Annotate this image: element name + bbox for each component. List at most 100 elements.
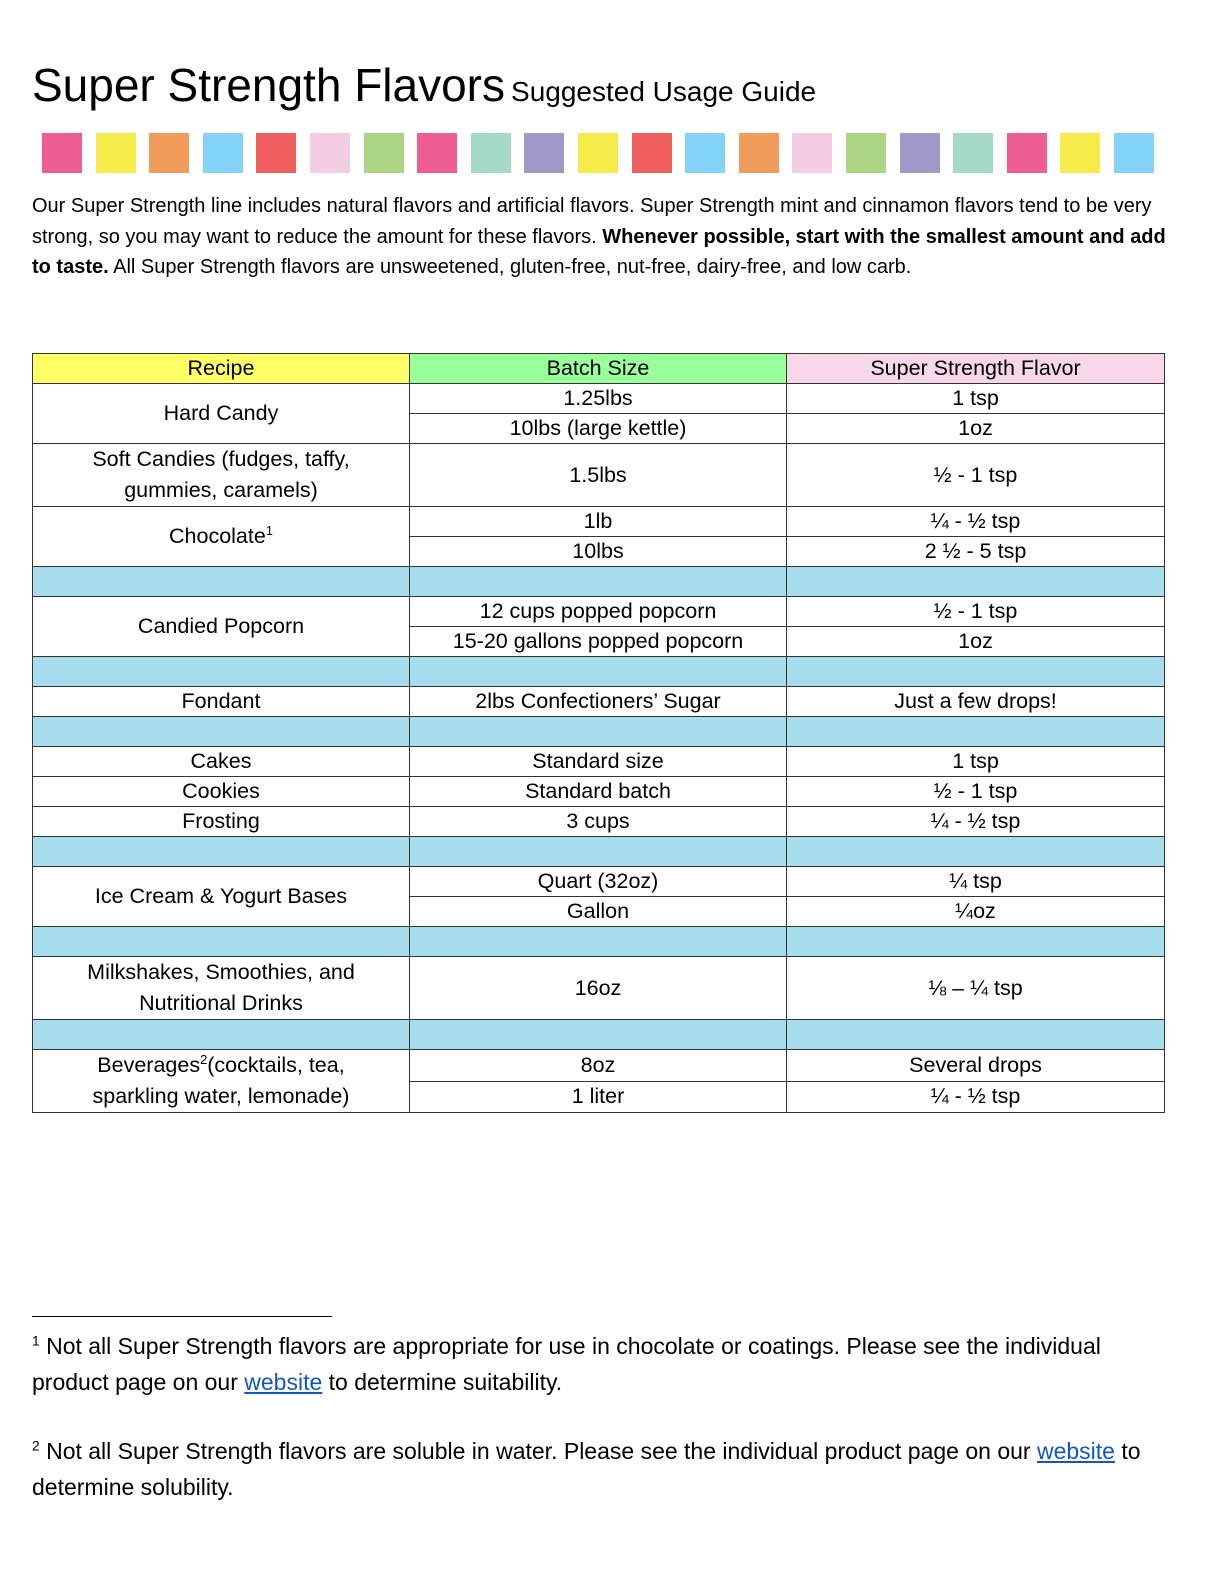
flavor-cell: ¼oz xyxy=(786,896,1165,927)
footnote-ref[interactable]: 2 xyxy=(200,1051,208,1067)
batch-cell: 1lb xyxy=(409,506,787,537)
recipe-cell: Frosting xyxy=(32,806,410,837)
recipe-cell: Milkshakes, Smoothies, and Nutritional D… xyxy=(32,956,410,1020)
recipe-cell: Soft Candies (fudges, taffy, gummies, ca… xyxy=(32,443,410,507)
batch-cell: Quart (32oz) xyxy=(409,866,787,897)
color-square xyxy=(1060,133,1101,173)
color-square xyxy=(202,133,243,173)
color-square xyxy=(845,133,886,173)
spacer-row xyxy=(32,926,1165,957)
table-header: Recipe Batch Size Super Strength Flavor xyxy=(32,353,1165,384)
intro-bold: Whenever possible, start with the smalle… xyxy=(32,225,1166,279)
spacer-row xyxy=(32,716,1165,747)
table-row: 1 liter ¼ - ½ tsp xyxy=(33,1080,1165,1113)
color-square xyxy=(470,133,511,173)
flavor-cell: 1oz xyxy=(786,626,1165,657)
footnote-text: Not all Super Strength flavors are appro… xyxy=(32,1333,1101,1395)
flavor-cell: Just a few drops! xyxy=(786,686,1165,717)
color-square xyxy=(953,133,994,173)
flavor-cell: ½ - 1 tsp xyxy=(786,443,1165,507)
intro-text: Our Super Strength line includes natural… xyxy=(32,195,1152,248)
table-row: Chocolate1 1lb ¼ - ½ tsp xyxy=(32,506,1165,567)
footnote-divider xyxy=(32,1316,332,1317)
footnote-text: to determine suitability. xyxy=(322,1369,563,1395)
flavor-cell: ⅛ – ¼ tsp xyxy=(786,956,1165,1020)
table-row: Hard Candy 1.25lbs 1 tsp xyxy=(32,383,1165,444)
footnote-number: 2 xyxy=(32,1438,40,1454)
header-flavor: Super Strength Flavor xyxy=(786,353,1165,384)
color-square xyxy=(792,133,833,173)
footnote-text: Not all Super Strength flavors are solub… xyxy=(39,1438,1037,1464)
color-square xyxy=(631,133,672,173)
spacer-row xyxy=(32,656,1165,687)
color-square xyxy=(309,133,350,173)
recipe-cell: Chocolate1 xyxy=(32,506,410,567)
footnote-text: to determine solubility. xyxy=(32,1438,1141,1500)
batch-cell: 16oz xyxy=(409,956,787,1020)
batch-cell: 12 cups popped popcorn xyxy=(409,596,787,627)
batch-cell: 2lbs Confectioners’ Sugar xyxy=(409,686,787,717)
recipe-cell: Cookies xyxy=(32,776,410,807)
batch-cell: 3 cups xyxy=(409,806,787,837)
table-row: Cakes Standard size 1 tsp xyxy=(32,746,1165,777)
table-row: Cookies Standard batch ½ - 1 tsp xyxy=(32,776,1165,807)
batch-cell: Standard size xyxy=(409,746,787,777)
batch-cell: Gallon xyxy=(409,896,787,927)
flavor-cell: 1oz xyxy=(786,413,1165,444)
color-square xyxy=(1113,133,1154,173)
page-title: Super Strength Flavors Suggested Usage Gu… xyxy=(32,58,816,112)
flavor-cell: ¼ - ½ tsp xyxy=(786,506,1165,537)
color-square xyxy=(149,133,190,173)
flavor-cell: 1 tsp xyxy=(786,746,1165,777)
flavor-cell: ½ - 1 tsp xyxy=(786,776,1165,807)
header-batch-size: Batch Size xyxy=(409,353,787,384)
color-square xyxy=(577,133,618,173)
footnote-ref[interactable]: 1 xyxy=(265,522,273,538)
recipe-text: Chocolate xyxy=(169,524,266,548)
spacer-row xyxy=(32,836,1165,867)
recipe-cell: Ice Cream & Yogurt Bases xyxy=(32,866,410,927)
footnote-number: 1 xyxy=(32,1333,40,1349)
table-row: Soft Candies (fudges, taffy, gummies, ca… xyxy=(32,443,1165,507)
table-row: Milkshakes, Smoothies, and Nutritional D… xyxy=(32,956,1165,1020)
batch-cell: 8oz xyxy=(409,1049,787,1082)
recipe-text: Beverages xyxy=(97,1053,201,1077)
usage-table: Recipe Batch Size Super Strength Flavor … xyxy=(32,353,1165,1113)
flavor-cell: ¼ - ½ tsp xyxy=(786,806,1165,837)
recipe-cell: Cakes xyxy=(32,746,410,777)
table-row: Frosting 3 cups ¼ - ½ tsp xyxy=(32,806,1165,837)
color-square xyxy=(363,133,404,173)
table-row: Gallon ¼oz xyxy=(33,896,1165,927)
recipe-cell: Hard Candy xyxy=(32,383,410,444)
recipe-cell: Fondant xyxy=(32,686,410,717)
table-row: Candied Popcorn 12 cups popped popcorn ½ -… xyxy=(32,596,1165,657)
color-square xyxy=(524,133,565,173)
batch-cell: 10lbs xyxy=(409,536,787,567)
color-square xyxy=(417,133,458,173)
batch-cell: 1.5lbs xyxy=(409,443,787,507)
table-row: 15-20 gallons popped popcorn 1oz xyxy=(33,626,1165,657)
color-square xyxy=(42,133,82,173)
batch-cell: 15-20 gallons popped popcorn xyxy=(409,626,787,657)
color-square xyxy=(685,133,726,173)
footnote-2: 2 Not all Super Strength flavors are sol… xyxy=(32,1433,1172,1505)
recipe-cell: Candied Popcorn xyxy=(32,596,410,657)
spacer-row xyxy=(32,1019,1165,1050)
website-link[interactable]: website xyxy=(1036,1438,1115,1464)
table-row: Ice Cream & Yogurt Bases Quart (32oz) ¼ ts… xyxy=(32,866,1165,927)
batch-cell: Standard batch xyxy=(409,776,787,807)
batch-cell: 1.25lbs xyxy=(409,383,787,414)
table-row: 10lbs (large kettle) 1oz xyxy=(33,413,1165,444)
footnote-1: 1 Not all Super Strength flavors are app… xyxy=(32,1328,1172,1400)
recipe-cell: Beverages2(cocktails, tea, sparkling wat… xyxy=(32,1049,410,1113)
batch-cell: 10lbs (large kettle) xyxy=(409,413,787,444)
header-recipe: Recipe xyxy=(32,353,410,384)
title-sub: Suggested Usage Guide xyxy=(511,76,817,107)
spacer-row xyxy=(32,566,1165,597)
color-squares-banner xyxy=(42,133,1154,173)
color-square xyxy=(1006,133,1047,173)
color-square xyxy=(256,133,297,173)
flavor-cell: 1 tsp xyxy=(786,383,1165,414)
flavor-cell: ½ - 1 tsp xyxy=(786,596,1165,627)
website-link[interactable]: website xyxy=(244,1369,323,1395)
